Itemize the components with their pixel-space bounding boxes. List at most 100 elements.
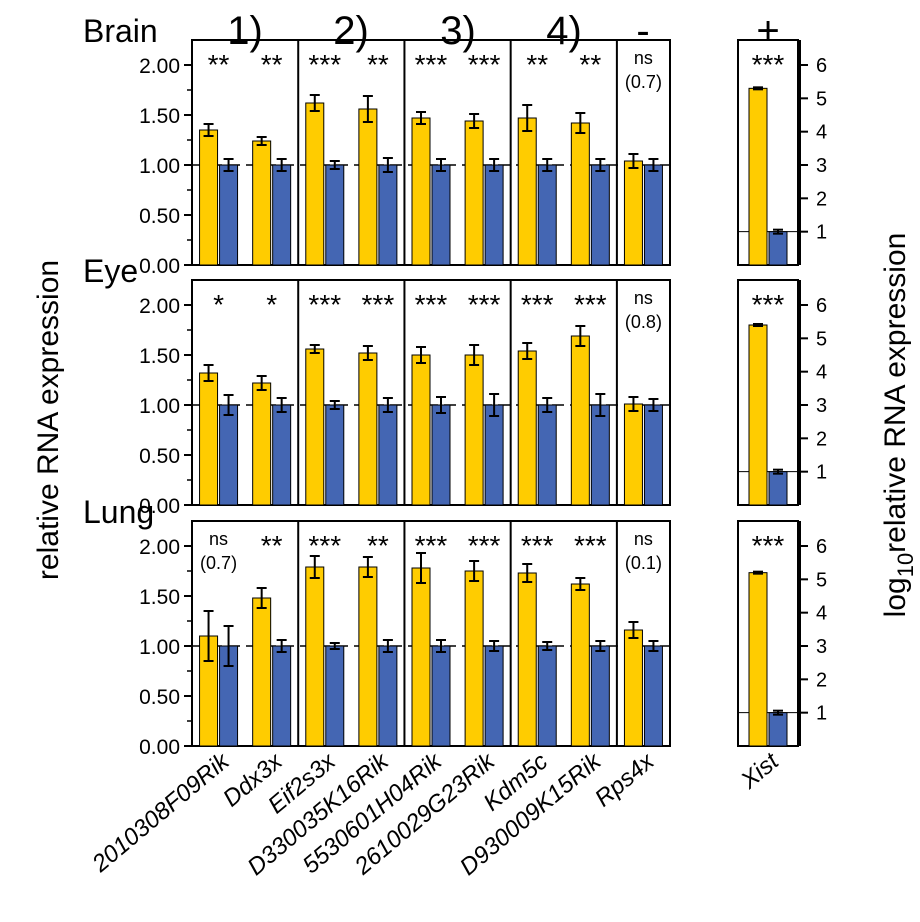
bar-yellow: [517, 117, 537, 266]
bar-yellow: [199, 372, 219, 506]
bar-yellow: [305, 102, 325, 266]
significance-label: **: [261, 49, 283, 80]
y-tick-label: 1.50: [139, 586, 180, 609]
right-y-tick-label: 1: [816, 222, 827, 244]
y-tick-label: 1.50: [139, 345, 180, 368]
y-tick-label: 0.00: [139, 736, 180, 759]
bar-yellow: [411, 117, 431, 266]
bar-yellow: [464, 354, 484, 506]
significance-label: ***: [574, 530, 607, 561]
bar-yellow: [411, 354, 431, 506]
right-y-tick-label: 2: [816, 428, 827, 450]
right-y-tick-label: 2: [816, 188, 827, 210]
xist-panel-frame: [737, 39, 799, 266]
xist-significance-label: ***: [752, 530, 785, 561]
right-y-axis-title-subscript: 10: [893, 553, 918, 577]
bar-blue: [219, 404, 239, 506]
bar-yellow: [358, 108, 378, 266]
significance-p-value: (0.8): [625, 312, 662, 332]
significance-label: **: [261, 530, 283, 561]
significance-label: ***: [574, 289, 607, 320]
y-tick-label: 0.50: [139, 445, 180, 468]
y-tick-label: 0.00: [139, 255, 180, 278]
y-tick-label: 2.00: [139, 55, 180, 78]
gene-label: Xist: [735, 747, 785, 795]
bar-yellow: [623, 403, 643, 506]
bar-blue: [590, 164, 610, 266]
significance-label: **: [526, 49, 548, 80]
xist-bar-yellow: [748, 87, 768, 266]
right-y-axis-title-suffix: relative RNA expression: [879, 233, 912, 553]
significance-label: ***: [521, 530, 554, 561]
right-y-tick-label: 4: [816, 603, 827, 625]
right-y-tick-label: 6: [816, 536, 827, 558]
bar-blue: [325, 645, 345, 747]
bar-blue: [431, 404, 451, 506]
right-y-tick-label: 1: [816, 462, 827, 484]
bar-yellow: [517, 572, 537, 747]
right-y-tick-label: 6: [816, 55, 827, 77]
significance-label: ns: [634, 288, 653, 308]
bar-yellow: [570, 122, 590, 266]
bar-yellow: [305, 566, 325, 747]
significance-label: **: [367, 530, 389, 561]
significance-label: ***: [521, 289, 554, 320]
left-y-axis-title: relative RNA expression: [32, 260, 65, 580]
bar-blue: [219, 164, 239, 266]
gene-label: 2010308F09Rik: [86, 747, 235, 879]
group-label: +: [756, 9, 779, 53]
significance-label: *: [266, 289, 277, 320]
xist-panel-frame: [737, 520, 799, 747]
significance-label: ***: [468, 49, 501, 80]
right-y-tick-label: 6: [816, 295, 827, 317]
significance-label: ***: [415, 289, 448, 320]
bar-yellow: [252, 140, 272, 266]
y-tick-label: 2.00: [139, 536, 180, 559]
significance-label: ***: [362, 289, 395, 320]
right-y-tick-label: 4: [816, 362, 827, 384]
bar-yellow: [570, 583, 590, 747]
xist-panel-frame: [737, 279, 799, 506]
significance-label: **: [579, 49, 601, 80]
bar-yellow: [199, 129, 219, 266]
y-tick-label: 2.00: [139, 295, 180, 318]
bar-yellow: [358, 352, 378, 506]
y-tick-label: 0.50: [139, 205, 180, 228]
tissue-label: Lung: [83, 494, 154, 530]
bar-blue: [378, 164, 398, 266]
xist-bar-yellow: [748, 324, 768, 506]
bar-blue: [378, 404, 398, 506]
bar-yellow: [252, 597, 272, 747]
bar-blue: [378, 645, 398, 747]
bar-yellow: [358, 566, 378, 747]
bar-blue: [643, 645, 663, 747]
right-y-tick-label: 5: [816, 328, 827, 350]
significance-label: ***: [308, 289, 341, 320]
xist-bar-blue: [768, 471, 788, 506]
right-y-tick-label: 1: [816, 703, 827, 725]
xist-significance-label: ***: [752, 289, 785, 320]
bar-yellow: [305, 348, 325, 506]
significance-label: ns: [634, 48, 653, 68]
y-tick-label: 1.00: [139, 155, 180, 178]
significance-label: *: [213, 289, 224, 320]
tissue-label: Brain: [83, 13, 158, 49]
significance-p-value: (0.7): [625, 72, 662, 92]
y-tick-label: 1.00: [139, 395, 180, 418]
right-y-tick-label: 3: [816, 155, 827, 177]
y-tick-label: 0.00: [139, 495, 180, 518]
bar-blue: [431, 164, 451, 266]
bar-blue: [272, 404, 292, 506]
group-label: -: [636, 9, 649, 53]
bar-yellow: [517, 350, 537, 506]
right-y-tick-label: 3: [816, 636, 827, 658]
bar-blue: [325, 404, 345, 506]
right-y-axis-title: log10relative RNA expression: [879, 233, 918, 618]
xist-bar-blue: [768, 231, 788, 266]
group-label: 1): [227, 9, 263, 53]
panel-frame: [191, 520, 671, 747]
significance-label: ***: [308, 530, 341, 561]
bar-yellow: [570, 335, 590, 506]
significance-label: ***: [415, 49, 448, 80]
significance-label: ns: [209, 529, 228, 549]
